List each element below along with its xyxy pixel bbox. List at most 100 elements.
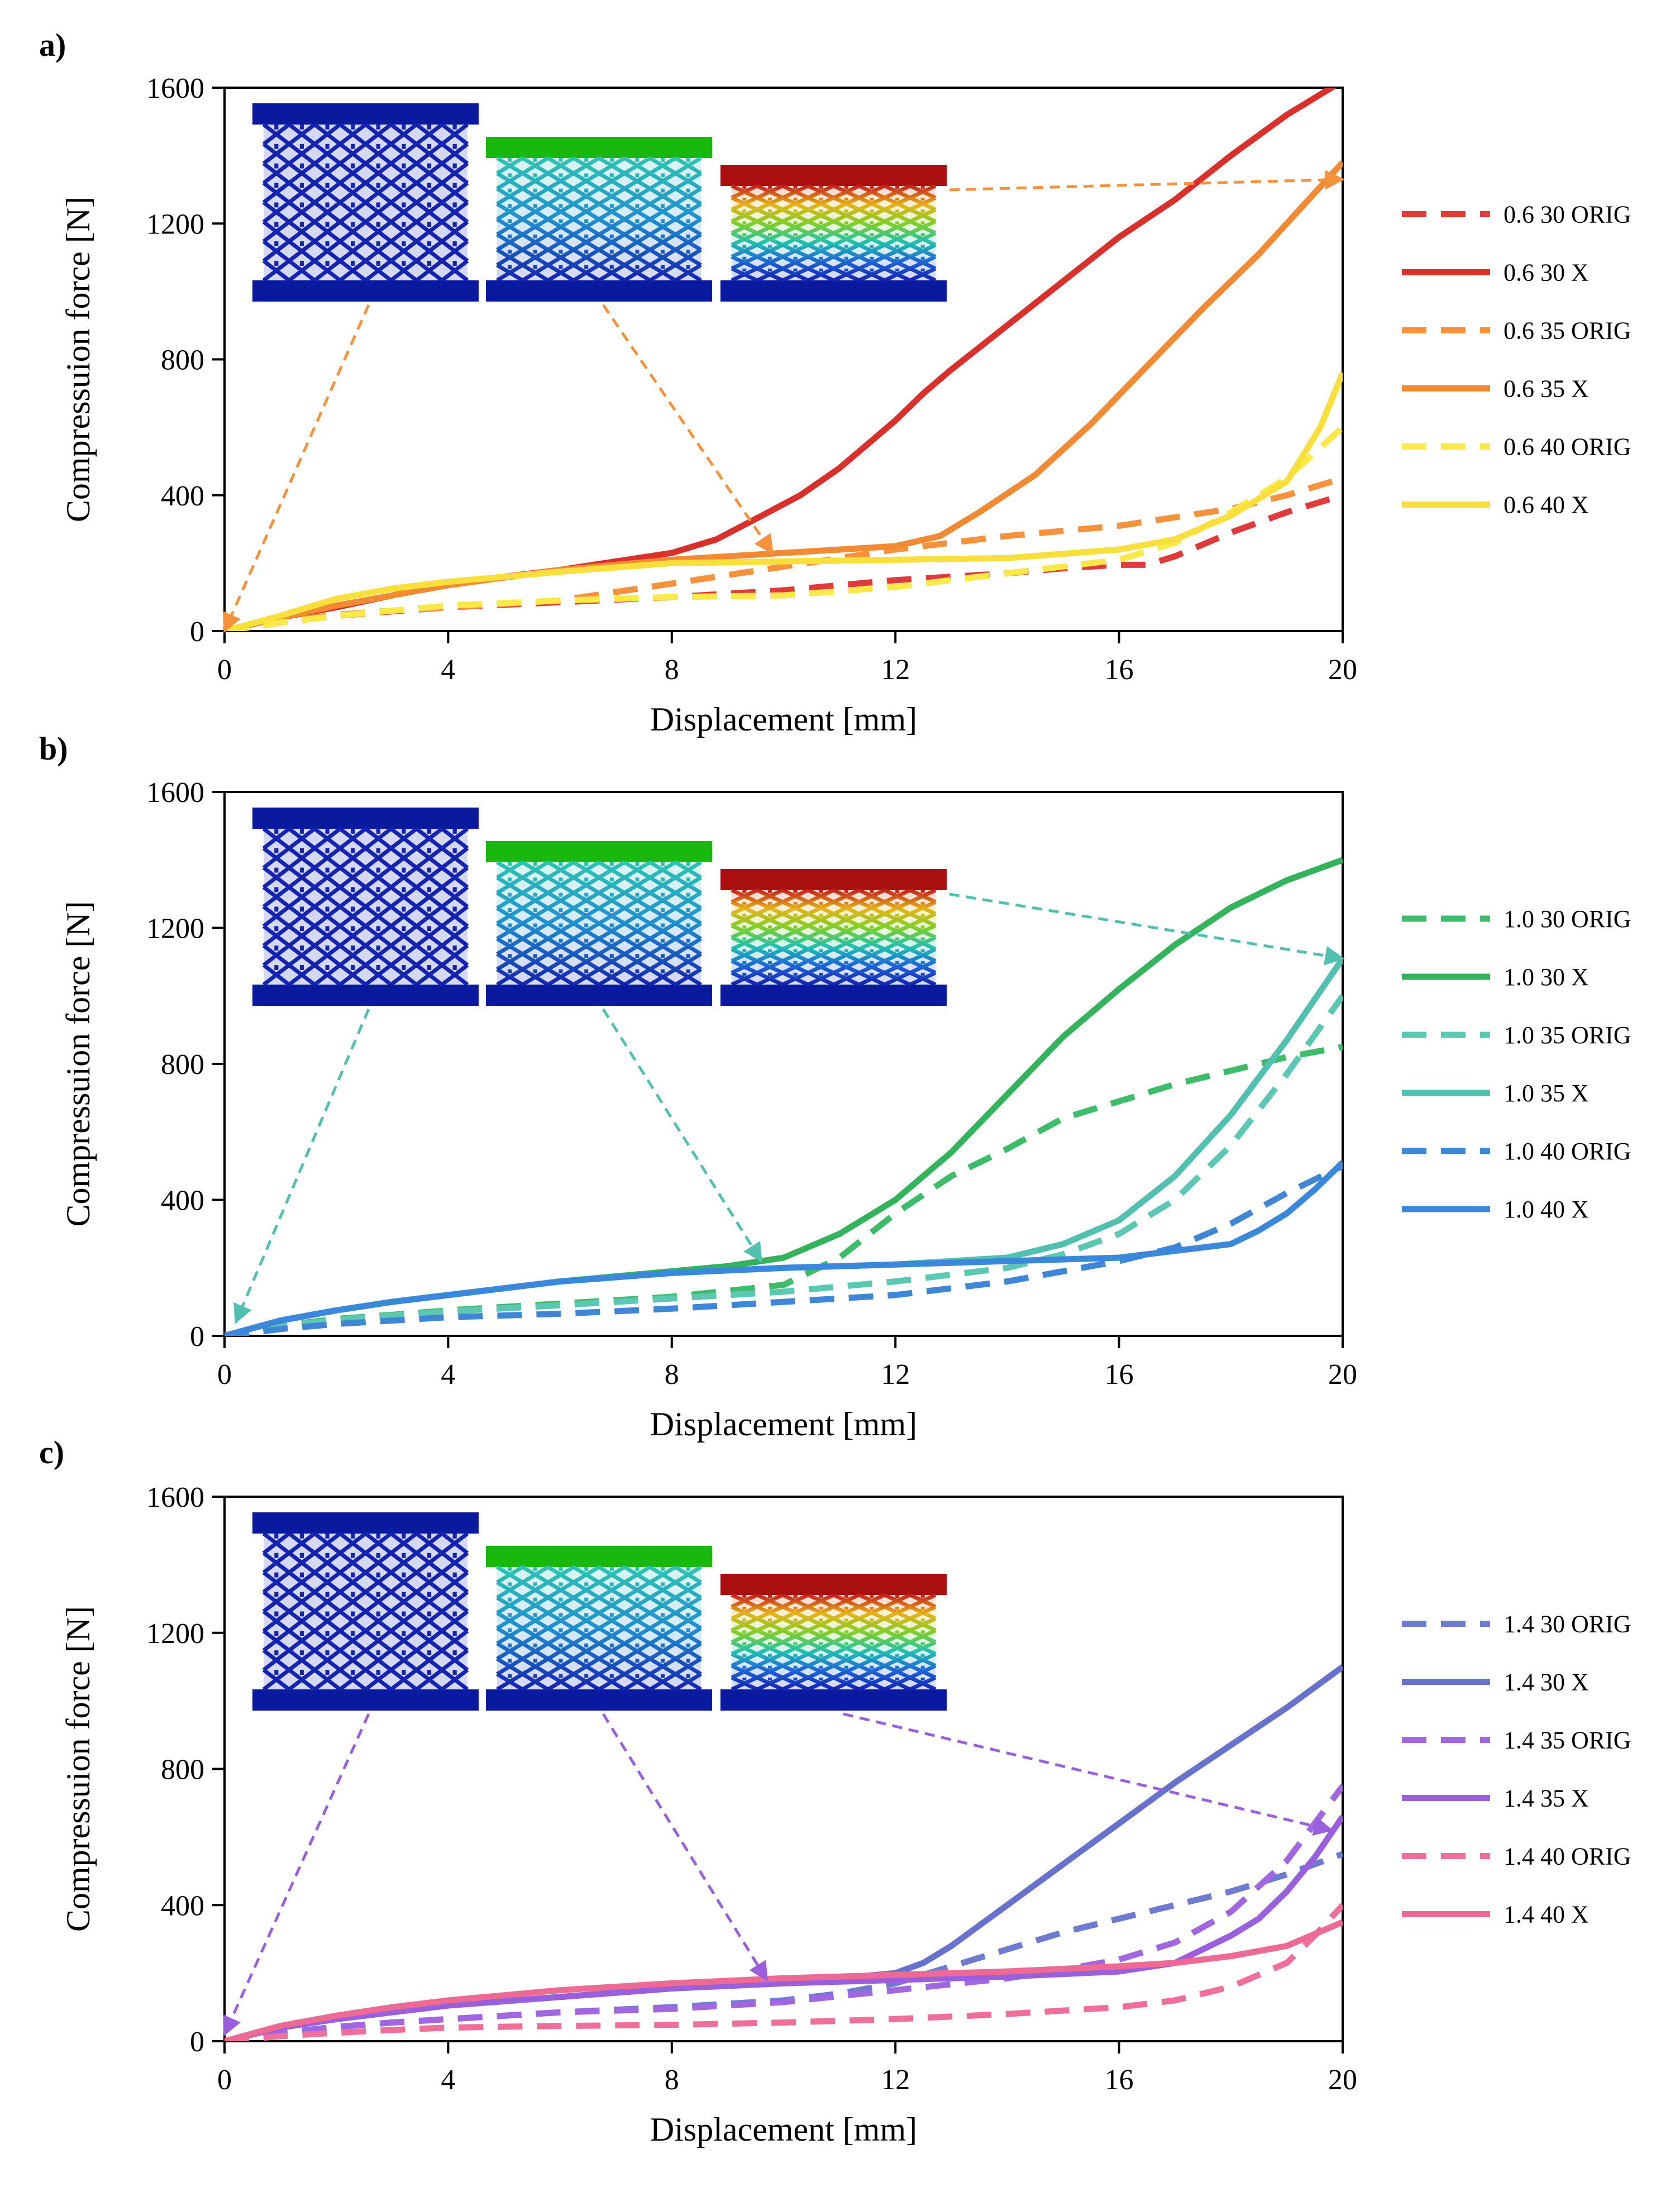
lattice-snapshot-1 xyxy=(252,1512,479,1711)
inset-bottom-plate xyxy=(486,1689,712,1711)
series-line-0-6-40-orig xyxy=(225,425,1343,631)
lattice-snapshot-3 xyxy=(720,869,947,1006)
legend-label-1-4-40-orig: 1.4 40 ORIG xyxy=(1504,1843,1631,1870)
inset-top-plate xyxy=(252,103,479,125)
y-axis-title: Compressuion force [N] xyxy=(60,901,97,1226)
x-tick-label: 4 xyxy=(441,1359,455,1391)
x-tick-label: 4 xyxy=(441,2064,455,2096)
inset-arrow xyxy=(949,170,1345,192)
lattice-snapshot-3 xyxy=(720,165,947,302)
series-line-1-4-35-x xyxy=(225,1814,1343,2041)
x-tick-label: 8 xyxy=(665,1359,679,1391)
inset-top-plate xyxy=(720,165,947,186)
inset-snapshots xyxy=(252,1512,947,1711)
lattice-snapshot-1 xyxy=(252,103,479,302)
legend-label-1-0-35-x: 1.0 35 X xyxy=(1504,1080,1589,1107)
y-tick-label: 1200 xyxy=(146,1618,204,1650)
inset-snapshots xyxy=(252,808,947,1006)
inset-lattice-struts xyxy=(731,184,937,283)
y-tick-label: 0 xyxy=(190,1321,204,1353)
chart-panel-3: c) 0 400 800 1200 1600 0 4 8 12 16 20 Displacement [… xyxy=(39,1434,1631,2148)
series-line-0-6-40-x xyxy=(225,371,1343,631)
legend-label-1-0-40-x: 1.0 40 X xyxy=(1504,1196,1589,1223)
inset-bottom-plate xyxy=(720,985,947,1006)
legend-label-0-6-35-orig: 0.6 35 ORIG xyxy=(1504,317,1631,345)
y-tick-label: 400 xyxy=(161,1890,204,1922)
inset-lattice-struts-overlay xyxy=(262,123,469,282)
inset-arrow xyxy=(233,1009,370,1324)
legend-label-1-4-35-x: 1.4 35 X xyxy=(1504,1785,1589,1812)
inset-arrow xyxy=(602,1008,763,1263)
lattice-snapshot-3 xyxy=(720,1574,947,1711)
inset-bottom-plate xyxy=(486,280,712,302)
chart-panel-1: a) 0 400 800 1200 1600 0 4 8 12 16 20 Displacement [… xyxy=(39,27,1631,738)
lattice-snapshot-2 xyxy=(486,1546,712,1711)
inset-bottom-plate xyxy=(720,1689,947,1711)
series-line-1-0-35-x xyxy=(225,957,1343,1336)
x-tick-label: 16 xyxy=(1105,2064,1134,2096)
y-tick-label: 800 xyxy=(161,1754,204,1786)
x-tick-label: 12 xyxy=(881,2064,910,2096)
inset-lattice-struts xyxy=(731,1593,937,1692)
y-tick-label: 0 xyxy=(190,616,204,648)
y-tick-label: 1600 xyxy=(146,73,204,104)
lattice-snapshot-2 xyxy=(486,137,712,302)
legend-label-0-6-40-orig: 0.6 40 ORIG xyxy=(1504,433,1631,461)
inset-top-plate xyxy=(486,841,712,862)
series-line-0-6-35-x xyxy=(225,160,1343,631)
inset-lattice-struts xyxy=(496,1565,702,1692)
inset-lattice-struts xyxy=(496,156,702,283)
series-line-1-4-35-orig xyxy=(225,1784,1343,2041)
x-tick-label: 0 xyxy=(217,654,232,686)
x-axis-title: Displacement [mm] xyxy=(650,1406,917,1443)
legend-label-1-0-30-orig: 1.0 30 ORIG xyxy=(1504,905,1631,933)
inset-bottom-plate xyxy=(486,985,712,1006)
inset-top-plate xyxy=(720,869,947,890)
inset-lattice-struts xyxy=(496,860,702,987)
x-tick-label: 16 xyxy=(1105,1359,1134,1391)
y-tick-label: 400 xyxy=(161,1185,204,1217)
inset-snapshots xyxy=(252,103,947,302)
x-tick-label: 0 xyxy=(217,2064,232,2096)
inset-bottom-plate xyxy=(252,280,479,302)
legend-label-1-4-30-orig: 1.4 30 ORIG xyxy=(1504,1611,1631,1638)
legend-label-1-0-30-x: 1.0 30 X xyxy=(1504,963,1589,991)
inset-arrow xyxy=(602,304,774,555)
legend-label-0-6-30-orig: 0.6 30 ORIG xyxy=(1504,201,1631,228)
x-tick-label: 20 xyxy=(1328,2064,1357,2096)
y-tick-label: 800 xyxy=(161,345,204,376)
legend-label-1-4-40-x: 1.4 40 X xyxy=(1504,1901,1589,1928)
x-tick-label: 16 xyxy=(1105,654,1134,686)
inset-arrow xyxy=(843,1712,1334,1836)
legend: 1.0 30 ORIG 1.0 30 X 1.0 35 ORIG 1.0 35 X 1.… xyxy=(1402,905,1631,1223)
inset-bottom-plate xyxy=(252,1689,479,1711)
inset-arrow xyxy=(222,304,370,633)
x-tick-label: 8 xyxy=(665,654,679,686)
y-tick-label: 400 xyxy=(161,480,204,512)
series-line-1-4-40-orig xyxy=(225,1903,1343,2041)
x-axis-title: Displacement [mm] xyxy=(650,2111,917,2148)
x-tick-label: 8 xyxy=(665,2064,679,2096)
inset-bottom-plate xyxy=(252,985,479,1006)
legend-label-1-4-35-orig: 1.4 35 ORIG xyxy=(1504,1727,1631,1754)
y-tick-label: 800 xyxy=(161,1049,204,1081)
panel-label: b) xyxy=(39,730,68,767)
x-tick-label: 20 xyxy=(1328,1359,1357,1391)
y-tick-label: 0 xyxy=(190,2026,204,2058)
inset-lattice-struts xyxy=(731,888,937,987)
inset-arrow xyxy=(602,1713,769,1982)
inset-top-plate xyxy=(720,1574,947,1595)
lattice-snapshot-1 xyxy=(252,808,479,1006)
y-tick-label: 1200 xyxy=(146,208,204,240)
y-axis-title: Compressuion force [N] xyxy=(60,1606,97,1932)
x-tick-label: 12 xyxy=(881,654,910,686)
lattice-snapshot-2 xyxy=(486,841,712,1006)
legend-label-0-6-40-x: 0.6 40 X xyxy=(1504,491,1589,519)
x-axis-title: Displacement [mm] xyxy=(650,701,917,738)
legend-label-0-6-30-x: 0.6 30 X xyxy=(1504,259,1589,286)
legend-label-0-6-35-x: 0.6 35 X xyxy=(1504,375,1589,403)
y-axis-title: Compressuion force [N] xyxy=(60,197,97,522)
x-tick-label: 4 xyxy=(441,654,455,686)
legend: 0.6 30 ORIG 0.6 30 X 0.6 35 ORIG 0.6 35 X 0.… xyxy=(1402,201,1631,519)
